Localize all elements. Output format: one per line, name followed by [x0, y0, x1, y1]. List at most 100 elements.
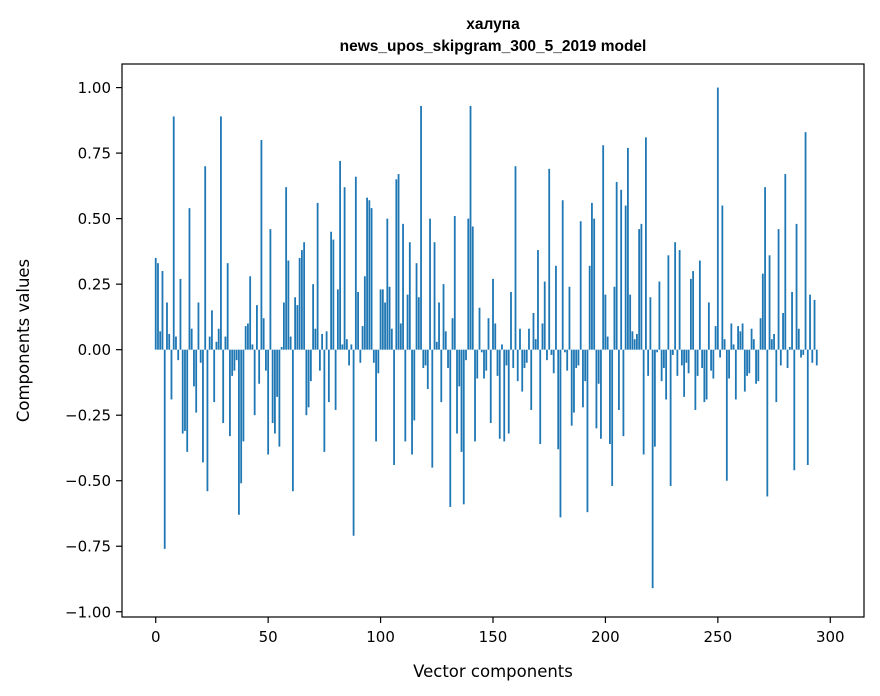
- bar-157: [507, 349, 510, 434]
- bar-274: [770, 339, 773, 350]
- bar-27: [215, 341, 218, 350]
- bar-13: [184, 349, 186, 431]
- bar-135: [458, 349, 461, 387]
- bar-266: [752, 339, 755, 350]
- bar-73: [318, 349, 321, 371]
- bar-269: [759, 318, 762, 350]
- bar-203: [611, 349, 614, 486]
- bar-10: [177, 349, 180, 361]
- bar-64: [298, 257, 301, 350]
- bar-230: [671, 349, 674, 355]
- bar-272: [766, 349, 769, 497]
- bar-35: [233, 349, 236, 371]
- chart-subtitle: news_upos_skipgram_300_5_2019 model: [340, 38, 647, 55]
- bar-100: [379, 289, 382, 350]
- bar-155: [503, 349, 506, 442]
- bar-22: [204, 166, 207, 350]
- bar-77: [327, 349, 330, 403]
- bar-226: [662, 349, 665, 369]
- bar-280: [784, 174, 787, 350]
- bar-153: [498, 349, 501, 439]
- bar-219: [647, 349, 650, 376]
- bar-284: [793, 349, 796, 471]
- bar-86: [348, 349, 350, 366]
- bar-69: [309, 349, 312, 382]
- bar-49: [265, 349, 267, 371]
- bar-164: [523, 349, 526, 369]
- bar-273: [768, 255, 771, 350]
- bar-251: [719, 349, 721, 358]
- bar-36: [235, 349, 238, 361]
- bar-23: [206, 349, 209, 492]
- bar-144: [478, 307, 481, 350]
- bar-19: [197, 302, 200, 350]
- bar-72: [316, 202, 319, 350]
- bar-208: [622, 349, 625, 437]
- bar-97: [372, 349, 375, 363]
- bar-87: [350, 344, 353, 350]
- x-tick-label: 0: [151, 628, 161, 646]
- x-tick-label: 100: [366, 628, 395, 646]
- bar-88: [352, 349, 355, 536]
- bar-270: [761, 273, 764, 350]
- chart-title: халупа: [466, 16, 520, 33]
- bar-184: [568, 286, 571, 350]
- bar-199: [602, 145, 605, 350]
- bar-211: [629, 294, 632, 350]
- bar-264: [748, 349, 751, 374]
- bar-60: [289, 336, 292, 350]
- bar-74: [321, 333, 324, 350]
- x-tick-label: 200: [591, 628, 620, 646]
- bar-75: [323, 349, 326, 452]
- bar-218: [645, 137, 647, 350]
- bar-176: [550, 349, 553, 355]
- bar-254: [725, 349, 728, 481]
- bar-212: [631, 331, 634, 350]
- bar-209: [624, 205, 627, 350]
- bar-24: [208, 336, 211, 350]
- bar-42: [249, 276, 252, 350]
- bar-108: [397, 174, 400, 350]
- bar-143: [476, 349, 479, 379]
- bar-83: [341, 344, 344, 350]
- y-tick-label: 1.00: [78, 79, 111, 97]
- bar-239: [692, 271, 695, 350]
- bar-109: [399, 323, 402, 350]
- bar-122: [429, 218, 431, 350]
- bar-79: [332, 239, 335, 350]
- bar-286: [797, 328, 800, 350]
- bar-168: [532, 312, 535, 350]
- bar-47: [260, 140, 263, 350]
- y-tick-label: 0.50: [78, 210, 111, 228]
- bar-282: [788, 347, 791, 350]
- bar-240: [694, 349, 697, 410]
- bar-131: [449, 349, 452, 507]
- bar-293: [813, 299, 816, 350]
- bar-44: [253, 349, 256, 416]
- bar-291: [809, 294, 811, 350]
- bar-31: [224, 336, 227, 350]
- y-tick-label: 0.75: [78, 145, 111, 163]
- bar-170: [537, 250, 539, 350]
- bar-93: [363, 276, 366, 350]
- bar-216: [640, 223, 643, 350]
- bar-141: [471, 226, 474, 350]
- bar-111: [404, 349, 407, 442]
- bar-3: [161, 271, 164, 350]
- bar-90: [357, 292, 359, 350]
- bar-37: [238, 349, 240, 515]
- bar-243: [701, 349, 704, 369]
- bar-149: [489, 349, 492, 424]
- bar-43: [251, 344, 254, 350]
- bar-271: [764, 187, 766, 350]
- bar-198: [600, 349, 602, 439]
- bar-287: [800, 349, 802, 358]
- bar-259: [737, 326, 739, 350]
- bar-41: [247, 323, 249, 350]
- bar-258: [734, 349, 737, 400]
- bar-104: [388, 286, 391, 350]
- bar-241: [696, 349, 699, 376]
- bar-30: [222, 349, 225, 424]
- y-tick-label: −0.75: [65, 538, 111, 556]
- bar-132: [451, 318, 454, 350]
